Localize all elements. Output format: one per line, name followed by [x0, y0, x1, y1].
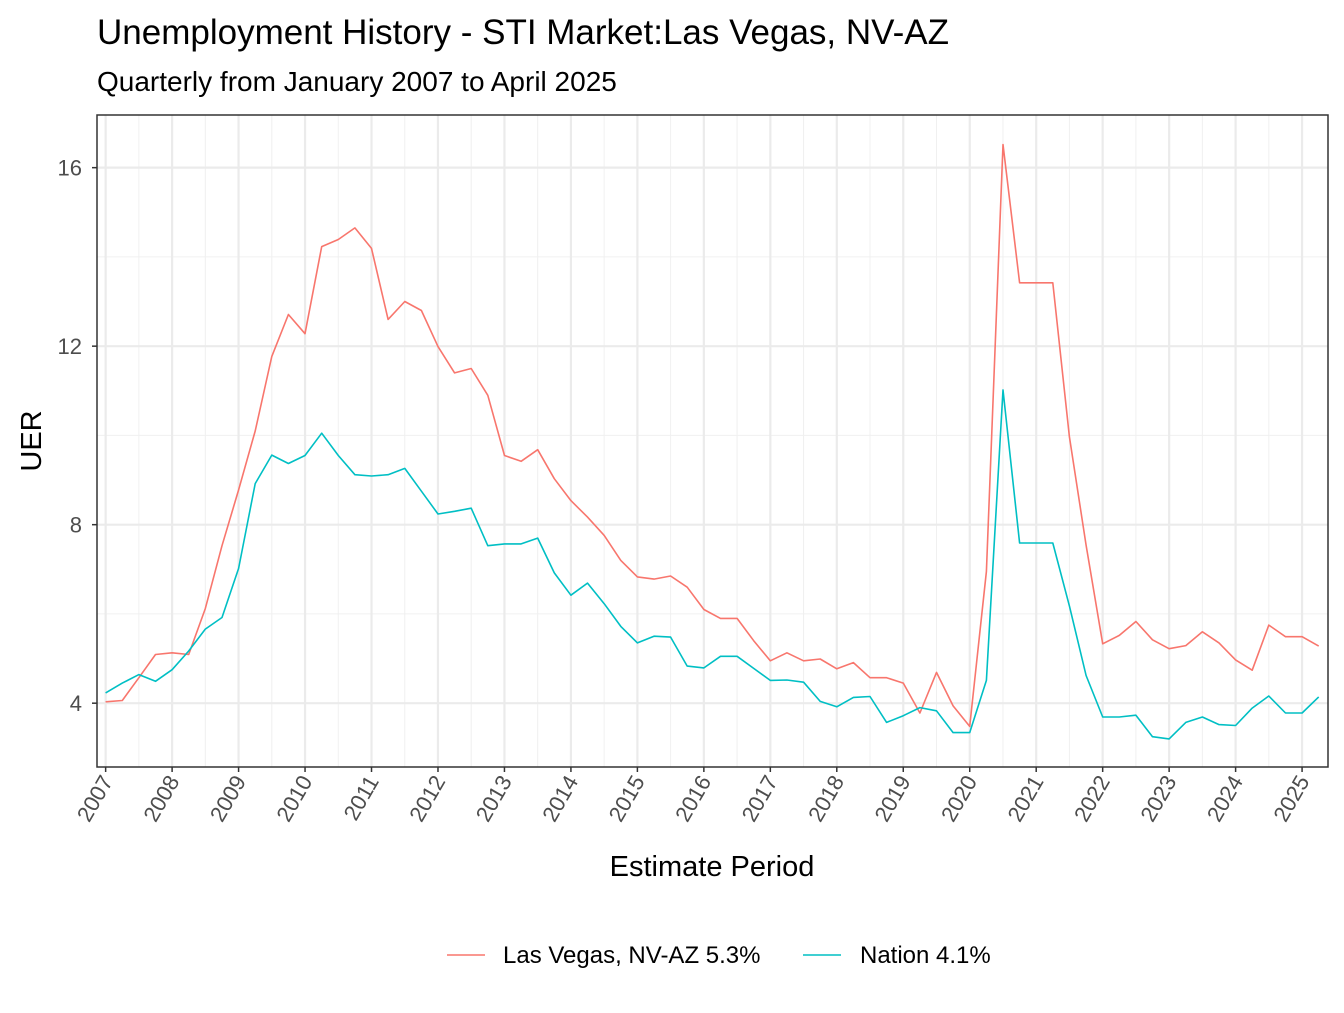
- x-tick-label: 2011: [339, 771, 384, 824]
- x-tick-label: 2019: [869, 771, 915, 826]
- x-tick-label: 2024: [1202, 771, 1248, 826]
- series-lines: [105, 143, 1320, 740]
- y-axis: 4 8 12 16: [58, 156, 97, 716]
- gridlines: [97, 115, 1328, 767]
- y-tick-label: 8: [70, 513, 82, 538]
- legend-label-las-vegas: Las Vegas, NV-AZ 5.3%: [503, 942, 760, 969]
- x-tick-label: 2023: [1135, 771, 1181, 826]
- y-axis-title: UER: [16, 410, 48, 471]
- x-tick-label: 2013: [471, 771, 517, 826]
- x-tick-label: 2020: [936, 771, 982, 826]
- y-tick-label: 16: [58, 156, 82, 181]
- x-tick-label: 2010: [271, 771, 317, 826]
- x-tick-label: 2008: [138, 771, 184, 826]
- x-tick-label: 2025: [1268, 771, 1314, 826]
- series-line-nation: [105, 389, 1320, 740]
- y-tick-label: 4: [70, 691, 82, 716]
- chart-title: Unemployment History - STI Market:Las Ve…: [97, 13, 949, 52]
- x-tick-label: 2014: [537, 771, 583, 826]
- x-tick-label: 2017: [737, 771, 783, 826]
- series-line-las-vegas: [105, 143, 1320, 728]
- x-tick-label: 2016: [670, 771, 716, 826]
- x-tick-label: 2015: [604, 771, 650, 826]
- y-tick-label: 12: [58, 334, 82, 359]
- x-tick-label: 2007: [72, 771, 118, 826]
- chart-subtitle: Quarterly from January 2007 to April 202…: [97, 66, 617, 97]
- x-tick-label: 2022: [1069, 771, 1115, 826]
- x-axis-title: Estimate Period: [610, 851, 815, 883]
- x-axis: 2007 2008 2009 2010 2011 2012 2013 2014 2015 2016…: [72, 767, 1314, 826]
- x-tick-label: 2012: [404, 771, 450, 826]
- x-tick-label: 2018: [803, 771, 849, 826]
- x-tick-label: 2009: [205, 771, 251, 826]
- plot-panel-border: [96, 114, 1329, 768]
- legend-label-nation: Nation 4.1%: [860, 942, 991, 969]
- legend: Las Vegas, NV-AZ 5.3% Nation 4.1%: [447, 942, 991, 969]
- x-tick-label: 2021: [1002, 771, 1048, 826]
